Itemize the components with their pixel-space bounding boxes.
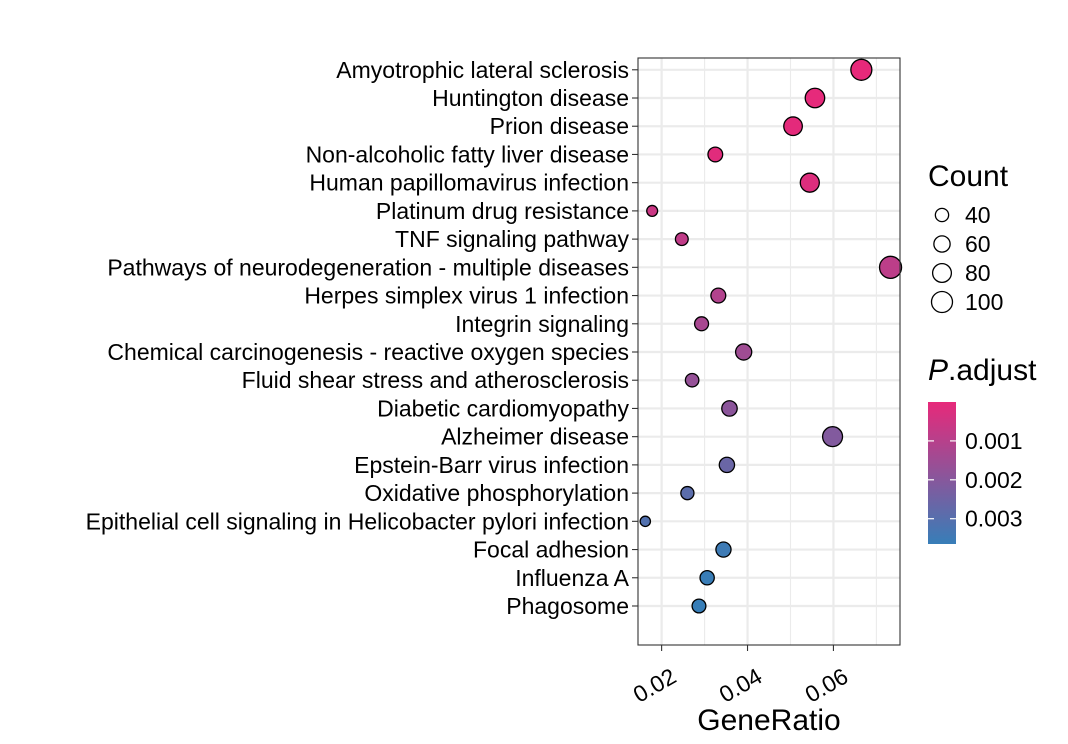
- x-tick-label: 0.04: [715, 663, 767, 708]
- point: [799, 172, 820, 193]
- point: [674, 232, 689, 247]
- point: [783, 116, 803, 137]
- gridlines: [638, 58, 900, 645]
- point: [715, 541, 732, 558]
- y-tick-label: Pathways of neurodegeneration - multiple…: [107, 254, 629, 280]
- size-legend-circle: [931, 262, 953, 284]
- color-legend-ticks: 0.001 0.002 0.003: [928, 428, 1023, 532]
- y-tick-label: Herpes simplex virus 1 infection: [304, 283, 629, 309]
- color-legend-label: 0.003: [965, 506, 1023, 532]
- point: [878, 255, 903, 279]
- color-legend-title-rest: .adjust: [948, 354, 1037, 387]
- y-tick-label: Amyotrophic lateral sclerosis: [336, 57, 629, 83]
- size-legend-circle: [933, 235, 951, 253]
- y-tick-label: Diabetic cardiomyopathy: [377, 395, 629, 421]
- y-tick-label: Prion disease: [490, 113, 629, 139]
- point: [693, 316, 710, 332]
- color-legend: P.adjust 0.001 0.002 0.003: [928, 354, 1037, 544]
- x-tick-label: 0.02: [629, 663, 681, 708]
- x-tick-label: 0.06: [801, 663, 853, 708]
- y-tick-label: Phagosome: [506, 593, 629, 619]
- color-legend-title-italic: P: [928, 354, 948, 387]
- y-tick-label: Influenza A: [515, 565, 629, 591]
- y-tick-label: Huntington disease: [432, 85, 629, 111]
- y-tick-label: Focal adhesion: [473, 537, 629, 563]
- point: [707, 146, 724, 163]
- x-axis-title: GeneRatio: [697, 704, 840, 737]
- y-tick-label: Human papillomavirus infection: [309, 170, 629, 196]
- y-tick-label: TNF signaling pathway: [395, 226, 629, 252]
- size-legend-label: 80: [965, 260, 991, 286]
- point: [639, 515, 652, 528]
- color-legend-title: P.adjust: [928, 354, 1037, 387]
- color-bar: [928, 402, 956, 544]
- y-tick-label: Non-alcoholic fatty liver disease: [306, 141, 629, 167]
- point: [850, 58, 873, 81]
- color-legend-label: 0.001: [965, 428, 1023, 454]
- point: [691, 598, 707, 614]
- y-tick-label: Chemical carcinogenesis - reactive oxyge…: [107, 339, 629, 365]
- y-tick-label: Oxidative phosphorylation: [364, 480, 629, 506]
- size-legend-title: Count: [928, 160, 1009, 193]
- y-tick-label: Epithelial cell signaling in Helicobacte…: [86, 508, 629, 534]
- y-tick-label: Platinum drug resistance: [376, 198, 629, 224]
- point: [718, 456, 736, 474]
- y-tick-label: Integrin signaling: [455, 311, 629, 337]
- size-legend-label: 100: [965, 289, 1003, 315]
- point: [734, 343, 753, 361]
- point: [721, 400, 738, 417]
- size-legend-circle: [934, 207, 950, 223]
- y-axis: Amyotrophic lateral sclerosisHuntington …: [86, 57, 638, 619]
- points: [639, 58, 903, 614]
- y-tick-label: Epstein-Barr virus infection: [354, 452, 629, 478]
- point: [646, 204, 659, 218]
- point: [710, 287, 727, 304]
- point: [804, 87, 826, 109]
- size-legend-circle: [930, 290, 954, 314]
- size-legend: Count 40 60 80 100: [928, 160, 1009, 315]
- size-legend-keys: 40 60 80 100: [930, 202, 1003, 315]
- x-axis: 0.02 0.04 0.06: [629, 645, 853, 708]
- size-legend-label: 40: [965, 202, 991, 228]
- point: [699, 569, 715, 586]
- point: [680, 485, 695, 501]
- y-tick-label: Fluid shear stress and atherosclerosis: [242, 367, 629, 393]
- size-legend-label: 60: [965, 231, 991, 257]
- point: [684, 372, 700, 388]
- y-tick-label: Alzheimer disease: [441, 424, 629, 450]
- point: [821, 426, 844, 448]
- color-legend-label: 0.002: [965, 467, 1023, 493]
